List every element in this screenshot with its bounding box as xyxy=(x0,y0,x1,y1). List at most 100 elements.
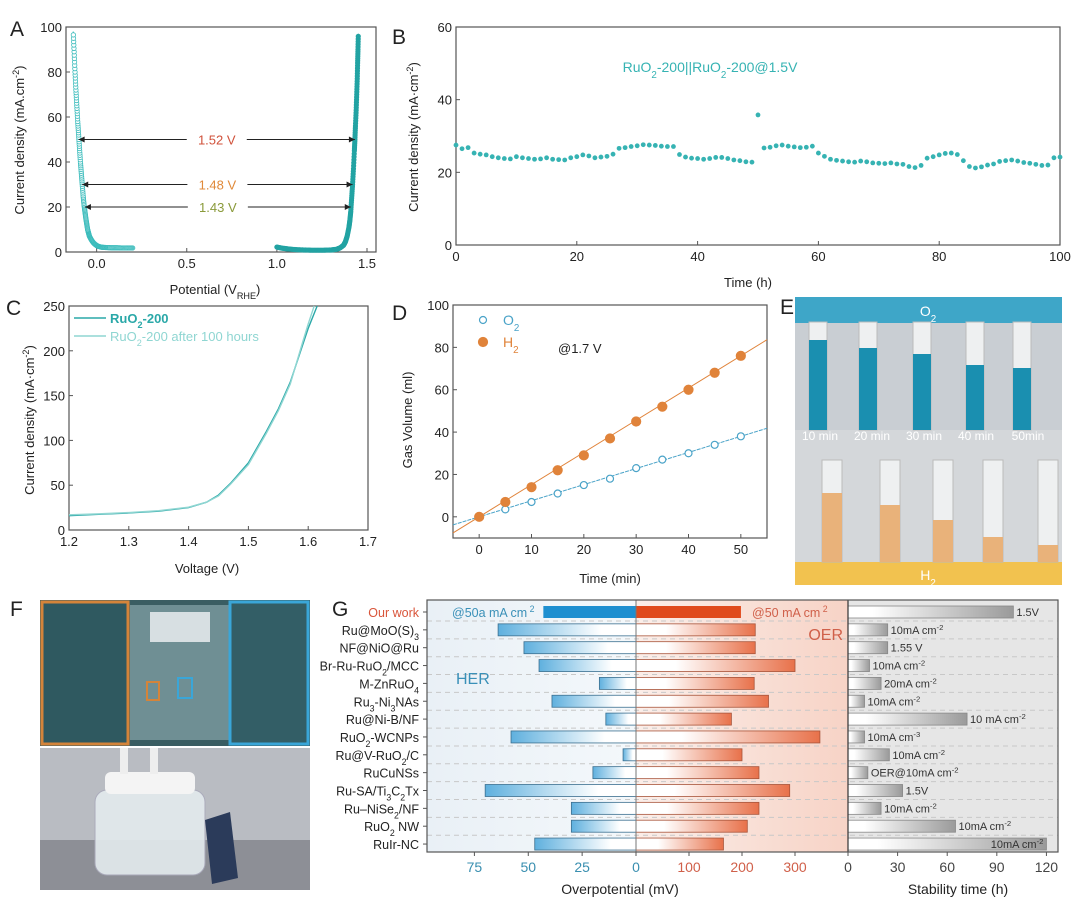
data-point xyxy=(652,143,658,148)
y-tick-label-c: 250 xyxy=(43,299,65,314)
o2-banner xyxy=(795,297,1062,323)
stability-condition-label: 10mA cm-2 xyxy=(872,658,925,673)
blue-liquid xyxy=(913,354,931,430)
data-point xyxy=(701,156,707,162)
curve-series-1 xyxy=(68,305,315,516)
data-point-h2 xyxy=(604,433,616,444)
oer-tick-label: 100 xyxy=(677,859,701,875)
data-point xyxy=(785,143,791,149)
stability-tick-label: 120 xyxy=(1035,859,1059,875)
oer-bar xyxy=(635,766,760,780)
y-tick-label-a: 60 xyxy=(48,110,62,125)
her-bar xyxy=(551,694,637,708)
time-label: 50min xyxy=(1012,429,1045,443)
stability-bar xyxy=(847,694,865,708)
her-tick-label: 50 xyxy=(520,859,536,875)
oer-bar xyxy=(636,606,741,618)
voltage-annotation: 1.43 V xyxy=(199,200,237,215)
category-label: Ru–NiSe2/NF xyxy=(344,802,419,820)
y-tick-label-b: 40 xyxy=(438,93,452,108)
oer-bar xyxy=(635,623,756,637)
y-tick-label-b: 60 xyxy=(438,20,452,35)
oer-bar xyxy=(635,641,756,655)
arrowhead-left xyxy=(82,181,89,188)
data-point xyxy=(507,156,513,162)
data-point xyxy=(979,164,984,170)
her-bar xyxy=(538,659,637,672)
stability-bar xyxy=(847,730,865,744)
stability-tick-label: 30 xyxy=(890,859,906,875)
x-tick-label-a: 1.5 xyxy=(358,256,376,271)
x-axis-label-b: Time (h) xyxy=(724,275,772,290)
stability-condition-label: 10mA cm-2 xyxy=(891,622,944,637)
x-tick-label-d: 10 xyxy=(524,542,538,557)
stability-bar xyxy=(847,605,1014,619)
data-point xyxy=(1009,157,1015,163)
time-label: 40 min xyxy=(958,429,994,443)
plot-frame-c xyxy=(68,305,369,531)
category-label: NF@NiO@Ru xyxy=(339,642,419,656)
her-bar xyxy=(510,730,637,744)
oer-bar xyxy=(635,659,796,672)
x-axis-label-d: Time (min) xyxy=(579,571,641,586)
data-point xyxy=(960,158,966,164)
data-point xyxy=(918,163,924,168)
time-label: 10 min xyxy=(802,429,838,443)
voltage-annotation: @1.7 V xyxy=(558,341,602,356)
data-point xyxy=(852,159,858,165)
data-point xyxy=(767,144,773,150)
x-tick-label-a: 0.0 xyxy=(88,256,106,271)
cell-cap xyxy=(150,612,210,642)
data-point-o2 xyxy=(527,497,536,507)
arrowhead-left xyxy=(84,204,91,210)
y-tick-label-c: 50 xyxy=(51,478,65,493)
data-point xyxy=(725,156,731,161)
her-bar xyxy=(534,837,637,851)
time-label: 20 min xyxy=(854,429,890,443)
tube xyxy=(150,748,158,774)
x-tick-label-b: 0 xyxy=(452,249,459,264)
y-tick-label-a: 20 xyxy=(48,200,62,215)
stability-condition-label: 1.5V xyxy=(906,786,929,798)
stability-condition-label: 20mA cm-2 xyxy=(884,676,937,691)
her-bar xyxy=(570,801,637,815)
data-point xyxy=(719,155,725,160)
data-point xyxy=(598,154,604,160)
glass-jar xyxy=(94,789,206,876)
oer-bar xyxy=(635,837,724,851)
highlight-box-orange xyxy=(146,681,160,701)
data-point xyxy=(985,162,990,168)
data-point xyxy=(749,159,755,165)
time-label: 30 min xyxy=(906,429,942,443)
y-tick-label-a: 40 xyxy=(48,155,62,170)
data-point-o2 xyxy=(710,440,719,449)
y-axis-label-b: Current density (mA·cm-2) xyxy=(405,62,421,212)
data-point xyxy=(1003,158,1009,164)
stability-tick-label: 90 xyxy=(989,859,1005,875)
stability-bar xyxy=(847,748,890,762)
x-tick-label-d: 0 xyxy=(476,542,483,557)
x-tick-label-a: 1.0 xyxy=(268,256,286,271)
blue-liquid xyxy=(859,348,877,430)
her-bar xyxy=(622,748,637,762)
stability-condition-label: 1.55 V xyxy=(891,643,923,655)
legend-label: O2 xyxy=(503,312,519,334)
data-point xyxy=(646,142,652,148)
data-point xyxy=(477,151,483,157)
x-tick-label-b: 40 xyxy=(690,249,704,264)
inset-right xyxy=(228,600,310,746)
her-bar xyxy=(570,819,637,833)
category-label: Ru@V-RuO2/C xyxy=(335,749,419,767)
voltage-annotation: 1.48 V xyxy=(199,178,237,193)
data-point xyxy=(1015,158,1021,164)
x-tick-label-c: 1.2 xyxy=(60,534,78,549)
data-point xyxy=(556,157,562,163)
category-label: Ru@Ni-B/NF xyxy=(346,713,419,727)
oer-tick-label: 200 xyxy=(730,859,754,875)
x-axis-label-c: Voltage (V) xyxy=(175,561,239,576)
data-point xyxy=(574,154,580,160)
voltage-annotation: 1.52 V xyxy=(198,133,236,148)
data-point xyxy=(677,152,682,157)
data-point-h2 xyxy=(735,350,746,361)
data-point-h2 xyxy=(709,367,720,378)
